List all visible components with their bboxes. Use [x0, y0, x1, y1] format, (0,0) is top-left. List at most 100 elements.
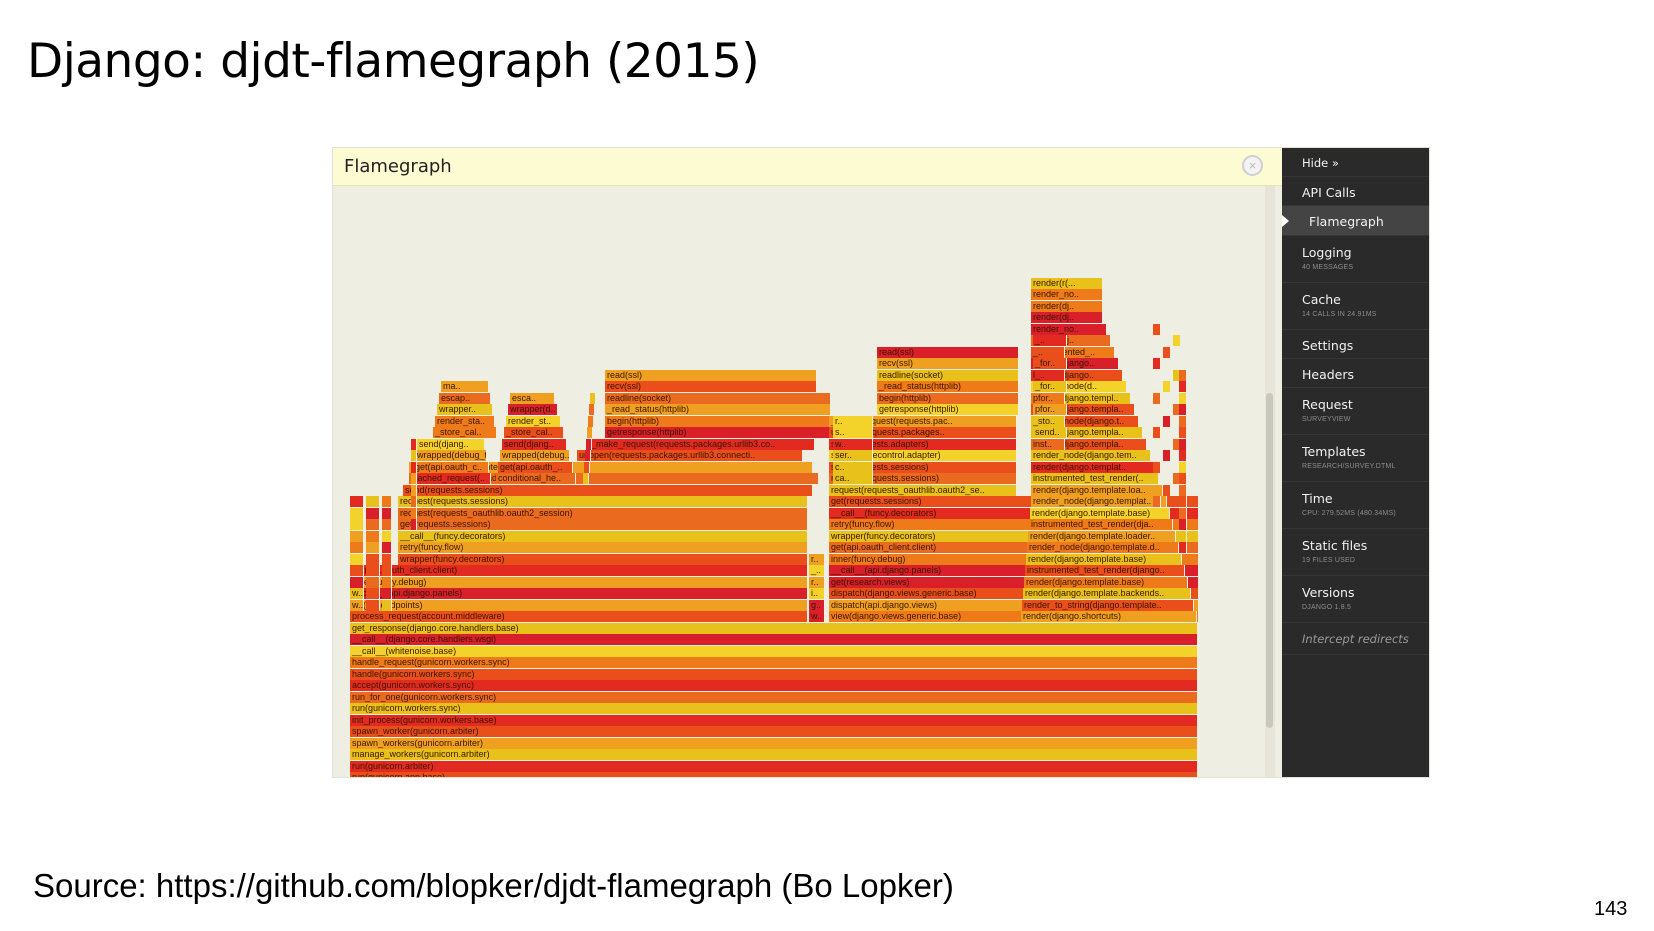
toolbar-item-flamegraph[interactable]: Flamegraph: [1282, 206, 1429, 236]
flame-frame[interactable]: [1163, 415, 1171, 427]
flame-frame[interactable]: w..: [809, 611, 825, 622]
flame-frame[interactable]: handle_request(gunicorn.workers.sync): [350, 657, 1198, 668]
flame-frame[interactable]: render(django.template.base): [1030, 507, 1170, 519]
flame-frame[interactable]: [583, 473, 589, 484]
toolbar-item-api-calls[interactable]: API Calls: [1282, 177, 1429, 206]
flame-frame[interactable]: request(requests_oauthlib.oauth2_session…: [398, 507, 808, 519]
flame-frame[interactable]: getresponse(httplib): [877, 404, 1019, 415]
flame-frame[interactable]: [366, 519, 380, 530]
flame-frame[interactable]: recv(ssl): [605, 381, 817, 392]
flame-frame[interactable]: [1179, 542, 1187, 553]
flame-frame[interactable]: dispatch(api.django.views): [829, 599, 1199, 611]
flame-frame[interactable]: [411, 519, 417, 530]
flame-frame[interactable]: spawn_workers(gunicorn.arbiter): [350, 737, 1198, 749]
flame-frame[interactable]: instrumented_test_render(django..: [1025, 565, 1185, 576]
hide-toolbar-button[interactable]: Hide »: [1282, 148, 1429, 177]
flame-frame[interactable]: render(django.template.loader..: [1028, 530, 1176, 542]
flame-frame[interactable]: instrumented_test_render(dja..: [1029, 519, 1173, 530]
flame-frame[interactable]: render(django.templa..: [1031, 404, 1135, 415]
flame-frame[interactable]: [366, 530, 380, 542]
flame-frame[interactable]: read(ssl): [605, 369, 817, 381]
flame-frame[interactable]: request(requests.sessions): [829, 473, 1017, 484]
flame-frame[interactable]: render_no..: [1031, 323, 1107, 335]
flame-frame[interactable]: inst..: [1031, 438, 1065, 450]
flame-frame[interactable]: [382, 576, 392, 588]
flame-frame[interactable]: wrapped(debug_t..: [415, 450, 487, 461]
flame-frame[interactable]: [1179, 381, 1187, 392]
flame-frame[interactable]: recv(ssl): [877, 358, 1019, 369]
flame-frame[interactable]: urlopen(requests.packages.urllib3.connec…: [577, 450, 803, 461]
flame-frame[interactable]: [1153, 323, 1161, 335]
flame-frame[interactable]: [1173, 335, 1181, 346]
flame-frame[interactable]: render_node(django.tem..: [1031, 450, 1151, 461]
flame-frame[interactable]: render(django.templat..: [1031, 461, 1155, 473]
flame-frame[interactable]: [1179, 450, 1187, 461]
flame-frame[interactable]: [366, 599, 380, 611]
flame-frame[interactable]: process_request(account.middleware): [350, 611, 808, 622]
flame-frame[interactable]: inner(funcy.debug): [350, 576, 808, 588]
flame-frame[interactable]: send(requests.adapters): [829, 438, 1017, 450]
flame-frame[interactable]: c..: [833, 461, 873, 473]
flame-frame[interactable]: [350, 530, 364, 542]
flame-frame[interactable]: inner(funcy.debug): [829, 553, 1199, 565]
flame-frame[interactable]: request(requests_oauthlib.oauth2_se..: [829, 484, 1017, 496]
flame-frame[interactable]: render_st..: [506, 415, 561, 427]
flame-frame[interactable]: [411, 496, 417, 507]
flame-frame[interactable]: _store_cal..: [504, 427, 564, 438]
flame-frame[interactable]: accept(gunicorn.workers.sync): [350, 680, 1198, 691]
flame-frame[interactable]: [1163, 346, 1171, 358]
flame-frame[interactable]: [382, 565, 392, 576]
flame-frame[interactable]: retry(funcy.flow): [829, 519, 1199, 530]
intercept-redirects-toggle[interactable]: Intercept redirects: [1282, 623, 1429, 655]
flame-frame[interactable]: [1179, 484, 1187, 496]
flame-frame[interactable]: [1179, 530, 1187, 542]
flame-frame[interactable]: manage_workers(gunicorn.arbiter): [350, 749, 1198, 760]
flame-frame[interactable]: get_response(django.core.handlers.base): [350, 622, 1198, 634]
flame-frame[interactable]: [350, 507, 364, 519]
flame-frame[interactable]: [366, 576, 380, 588]
flame-frame[interactable]: r..: [809, 553, 825, 565]
toolbar-item-cache[interactable]: Cache 14 calls in 24.91ms: [1282, 283, 1429, 330]
flame-frame[interactable]: [382, 507, 392, 519]
flame-frame[interactable]: spawn_worker(gunicorn.arbiter): [350, 726, 1198, 737]
flame-frame[interactable]: escap..: [439, 392, 491, 404]
flame-frame[interactable]: [366, 507, 380, 519]
flame-frame[interactable]: w..: [350, 599, 364, 611]
flame-frame[interactable]: [382, 530, 392, 542]
flame-frame[interactable]: r..: [809, 576, 825, 588]
flame-frame[interactable]: [1179, 519, 1187, 530]
flame-frame[interactable]: __call__(django.core.handlers.wsgi): [350, 634, 1198, 645]
flame-frame[interactable]: _for..: [1033, 381, 1067, 392]
flame-frame[interactable]: get(research.views): [829, 576, 1199, 588]
toolbar-item-versions[interactable]: Versions Django 1.8.5: [1282, 576, 1429, 623]
toolbar-item-request[interactable]: Request SurveyView: [1282, 388, 1429, 435]
flame-frame[interactable]: [366, 565, 380, 576]
flame-frame[interactable]: readline(socket): [877, 369, 1019, 381]
flame-frame[interactable]: conditional_he..: [496, 473, 576, 484]
flame-frame[interactable]: [350, 565, 364, 576]
flame-frame[interactable]: send(requests.sessions): [829, 461, 1017, 473]
close-icon[interactable]: ×: [1242, 155, 1263, 176]
flame-frame[interactable]: [350, 519, 364, 530]
flame-frame[interactable]: _for..: [1033, 358, 1067, 369]
flame-frame[interactable]: view(django.views.generic.base): [829, 611, 1199, 622]
toolbar-item-headers[interactable]: Headers: [1282, 359, 1429, 388]
flame-frame[interactable]: [1153, 496, 1161, 507]
flame-frame[interactable]: get(requests.sessions): [829, 496, 1199, 507]
flame-frame[interactable]: __call__(funcy.decorators): [829, 507, 1199, 519]
flame-frame[interactable]: _..: [809, 565, 825, 576]
flame-frame[interactable]: send(djang..: [502, 438, 567, 450]
flame-frame[interactable]: wrapper(d..: [508, 404, 558, 415]
flame-frame[interactable]: begin(httplib): [605, 415, 831, 427]
flame-frame[interactable]: [1179, 496, 1187, 507]
flame-frame[interactable]: pfor..: [1033, 404, 1067, 415]
flame-frame[interactable]: [588, 415, 594, 427]
flame-frame[interactable]: get(api.oauth_..: [498, 461, 573, 473]
toolbar-item-logging[interactable]: Logging 40 messages: [1282, 236, 1429, 283]
flame-frame[interactable]: _..: [1033, 335, 1067, 346]
flame-frame[interactable]: esca..: [510, 392, 555, 404]
flame-frame[interactable]: _store_cal..: [433, 427, 497, 438]
flame-frame[interactable]: [411, 438, 417, 450]
flame-frame[interactable]: [382, 588, 392, 599]
flame-frame[interactable]: render_sta..: [435, 415, 495, 427]
